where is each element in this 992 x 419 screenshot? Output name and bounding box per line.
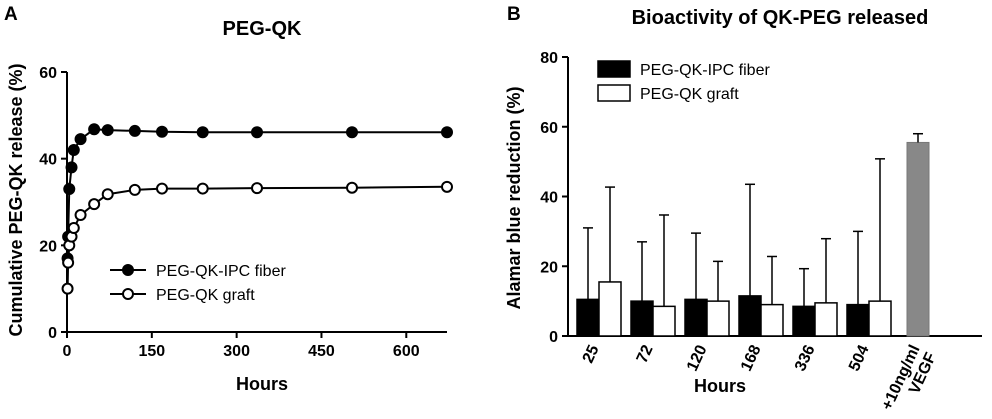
- panel-b-x-tick-label: 336: [792, 342, 819, 373]
- panel-b-bar: [652, 305, 676, 337]
- panel-b-control-bar: [906, 141, 930, 337]
- panel-a-data-point: [128, 124, 141, 137]
- panel-a-data-point: [196, 126, 209, 139]
- panel-b-title: Bioactivity of QK-PEG released: [632, 7, 929, 29]
- panel-b-bar: [598, 281, 622, 337]
- panel-a-x-tick-label: 600: [393, 343, 420, 360]
- panel-a-y-tick-label: 60: [39, 65, 57, 82]
- panel-a-data-point: [128, 183, 141, 196]
- panel-b-bar: [706, 300, 730, 337]
- panel-a-data-point: [67, 222, 80, 234]
- panel-a-xlabel: Hours: [236, 374, 288, 394]
- panel-b-ylabel: Alamar blue reduction (%): [504, 86, 524, 309]
- panel-a-data-point: [101, 188, 114, 201]
- panel-b-x-tick-label: 504: [846, 342, 873, 373]
- panel-a-legend-marker: [122, 264, 134, 276]
- panel-a-data-point: [441, 126, 453, 139]
- panel-b-bar: [684, 298, 708, 337]
- panel-a-x-tick-label: 450: [308, 343, 335, 360]
- panel-b-bar: [576, 298, 600, 337]
- panel-b-plot: 0 20 40 60 80 25 72 120 168 336 504 +10ng/mlVEGF PEG…: [540, 50, 982, 419]
- panel-b-control-label: +10ng/mlVEGF: [879, 342, 940, 419]
- panel-a-data-point: [62, 256, 75, 269]
- panel-b-bar: [792, 305, 816, 337]
- panel-b-y-tick-label: 60: [540, 120, 558, 137]
- panel-b-legend-swatch: [597, 60, 631, 78]
- panel-b-bar: [738, 295, 762, 337]
- panel-a-y-tick-label: 40: [39, 152, 57, 169]
- panel-b-x-tick-label: 72: [634, 342, 657, 365]
- panel-a-legend-label: PEG-QK-IPC fiber: [156, 263, 286, 280]
- panel-a-data-point: [101, 124, 114, 137]
- panel-b-bar: [814, 302, 838, 337]
- panel-b-xlabel: Hours: [694, 376, 746, 396]
- panel-a-legend-label: PEG-QK graft: [156, 287, 255, 304]
- panel-a-letter: A: [4, 4, 18, 25]
- panel-a-y-tick-label: 0: [48, 325, 57, 342]
- panel-b-legend-label: PEG-QK-IPC fiber: [640, 62, 770, 79]
- panel-b-letter: B: [507, 4, 521, 25]
- panel-a-ylabel: Cumulative PEG-QK release (%): [6, 63, 26, 336]
- panel-a-data-point: [74, 209, 87, 221]
- panel-a-data-point: [346, 181, 358, 194]
- panel-a-x-tick-label: 300: [223, 343, 250, 360]
- panel-a-x-tick-label: 0: [63, 343, 72, 360]
- panel-a-data-point: [156, 125, 168, 138]
- panel-b-bar: [868, 300, 892, 337]
- panel-b-y-tick-label: 40: [540, 190, 558, 207]
- panel-a-data-point: [251, 182, 263, 195]
- panel-b-bar: [846, 303, 870, 337]
- panel-b-legend-swatch: [597, 84, 631, 102]
- panel-b-x-tick-label: 25: [580, 342, 603, 365]
- panel-a-data-point: [63, 183, 76, 195]
- panel-b-x-tick-label: 120: [684, 342, 711, 373]
- panel-a-data-point: [196, 182, 209, 195]
- panel-a-data-point: [67, 144, 80, 156]
- panel-a-x-tick-label: 150: [138, 343, 165, 360]
- panel-a-data-point: [346, 126, 358, 139]
- panel-a-data-point: [65, 161, 78, 174]
- panel-a-data-point: [251, 126, 263, 139]
- panel-a-data-point: [88, 123, 101, 136]
- panel-b-y-tick-label: 80: [540, 50, 558, 67]
- panel-b-y-tick-label: 20: [540, 259, 558, 276]
- panel-a-data-point: [156, 182, 168, 195]
- panel-b-bar: [760, 303, 784, 337]
- panel-a-y-tick-label: 20: [39, 238, 57, 255]
- panel-a-data-point: [88, 198, 101, 211]
- panel-a-data-point: [441, 180, 453, 193]
- panel-a-title: PEG-QK: [223, 18, 302, 40]
- panel-b-bar: [630, 300, 654, 337]
- panel-a-data-point: [61, 282, 74, 295]
- panel-b-x-tick-label: 168: [738, 342, 765, 373]
- panel-a-legend-marker: [122, 288, 134, 300]
- panel-a-data-point: [74, 133, 87, 146]
- panel-b-y-tick-label: 0: [549, 329, 558, 346]
- panel-b-legend-label: PEG-QK graft: [640, 86, 739, 103]
